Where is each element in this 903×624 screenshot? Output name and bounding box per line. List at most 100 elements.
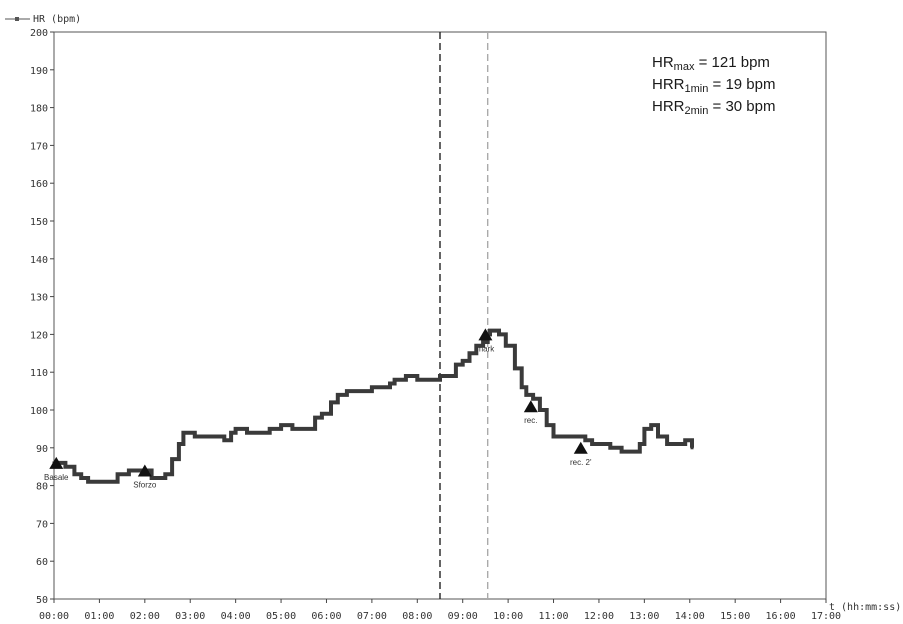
annotation-base: HRR: [652, 98, 685, 115]
data-point: [359, 389, 363, 393]
y-tick-label-150: 150: [30, 217, 48, 228]
data-point: [497, 332, 501, 336]
data-point: [690, 446, 694, 450]
marker-triangle-3: [523, 400, 538, 413]
data-point: [193, 434, 197, 438]
legend-label: HR (bpm): [33, 14, 81, 25]
annotation-value: = 19 bpm: [708, 76, 776, 93]
data-point: [683, 438, 687, 442]
marker-triangle-0: [49, 456, 64, 469]
data-point: [320, 412, 324, 416]
y-tick-label-120: 120: [30, 330, 48, 341]
x-tick-label-1: 01:00: [84, 611, 114, 622]
data-point: [583, 438, 587, 442]
data-point: [181, 431, 185, 435]
y-tick-label-190: 190: [30, 66, 48, 77]
data-point: [461, 359, 465, 363]
x-tick-label-0: 00:00: [39, 611, 69, 622]
legend-swatch: [15, 17, 19, 21]
data-point: [608, 446, 612, 450]
data-point: [524, 393, 528, 397]
data-point: [492, 329, 496, 333]
data-point: [558, 434, 562, 438]
marker-triangle-1: [137, 464, 152, 477]
data-point: [170, 457, 174, 461]
y-tick-label-100: 100: [30, 406, 48, 417]
data-point: [279, 423, 283, 427]
marker-label-1: Sforzo: [133, 480, 157, 489]
marker-label-3: rec.: [524, 416, 537, 425]
x-tick-label-12: 12:00: [584, 611, 614, 622]
annotation-line-1: HRR1min = 19 bpm: [652, 74, 775, 96]
data-point: [513, 366, 517, 370]
data-point: [186, 431, 190, 435]
hr-stats-annotation: HRmax = 121 bpm HRR1min = 19 bpm HRR2min =…: [652, 52, 775, 118]
data-point: [79, 476, 83, 480]
x-tick-label-5: 05:00: [266, 611, 296, 622]
x-tick-label-3: 03:00: [175, 611, 205, 622]
data-point: [633, 450, 637, 454]
data-point: [649, 423, 653, 427]
data-point: [211, 434, 215, 438]
data-point: [177, 442, 181, 446]
data-point: [370, 385, 374, 389]
x-axis-label: t (hh:mm:ss): [829, 602, 901, 613]
data-point: [245, 431, 249, 435]
annotation-value: = 30 bpm: [708, 98, 776, 115]
data-point: [202, 434, 206, 438]
data-point: [538, 408, 542, 412]
marker-triangle-2: [478, 328, 493, 341]
data-point: [656, 434, 660, 438]
data-point: [427, 378, 431, 382]
data-point: [72, 472, 76, 476]
data-point: [445, 374, 449, 378]
x-tick-label-8: 08:00: [402, 611, 432, 622]
data-point: [574, 434, 578, 438]
marker-triangle-4: [573, 441, 588, 454]
data-point: [290, 427, 294, 431]
data-point: [676, 442, 680, 446]
data-point: [552, 434, 556, 438]
y-tick-label-50: 50: [36, 595, 48, 606]
marker-layer: Basale Sforzo mark rec. rec. 2': [44, 328, 592, 489]
y-tick-label-130: 130: [30, 293, 48, 304]
data-point: [531, 397, 535, 401]
data-point: [381, 385, 385, 389]
data-point: [116, 472, 120, 476]
legend: HR (bpm): [5, 14, 81, 25]
annotation-subscript: max: [673, 61, 695, 73]
data-point: [454, 363, 458, 367]
x-tick-label-2: 02:00: [130, 611, 160, 622]
data-point: [474, 344, 478, 348]
data-point: [234, 427, 238, 431]
data-point: [404, 374, 408, 378]
x-tick-label-4: 04:00: [221, 611, 251, 622]
x-tick-label-6: 06:00: [311, 611, 341, 622]
axes: 50 60 70 80 90 100 110 120 130 140 150 160 170 180 190…: [30, 28, 841, 622]
annotation-line-2: HRR2min = 30 bpm: [652, 96, 775, 118]
data-point: [256, 431, 260, 435]
x-tick-label-7: 07:00: [357, 611, 387, 622]
data-point: [156, 476, 160, 480]
y-tick-label-170: 170: [30, 141, 48, 152]
data-point: [150, 476, 154, 480]
data-point: [106, 480, 110, 484]
y-tick-label-110: 110: [30, 368, 48, 379]
data-point: [222, 438, 226, 442]
data-point: [163, 472, 167, 476]
series-layer: [52, 328, 694, 484]
data-point: [638, 442, 642, 446]
x-tick-label-16: 16:00: [766, 611, 796, 622]
y-tick-label-180: 180: [30, 104, 48, 115]
data-point: [520, 385, 524, 389]
data-point: [620, 450, 624, 454]
data-point: [229, 431, 233, 435]
data-point: [565, 434, 569, 438]
x-tick-label-15: 15:00: [720, 611, 750, 622]
data-point: [438, 374, 442, 378]
annotation-subscript: 2min: [684, 105, 709, 117]
vertical-lines: [439, 32, 489, 599]
series-line-0: [54, 328, 694, 484]
data-point: [313, 416, 317, 420]
data-point: [302, 427, 306, 431]
